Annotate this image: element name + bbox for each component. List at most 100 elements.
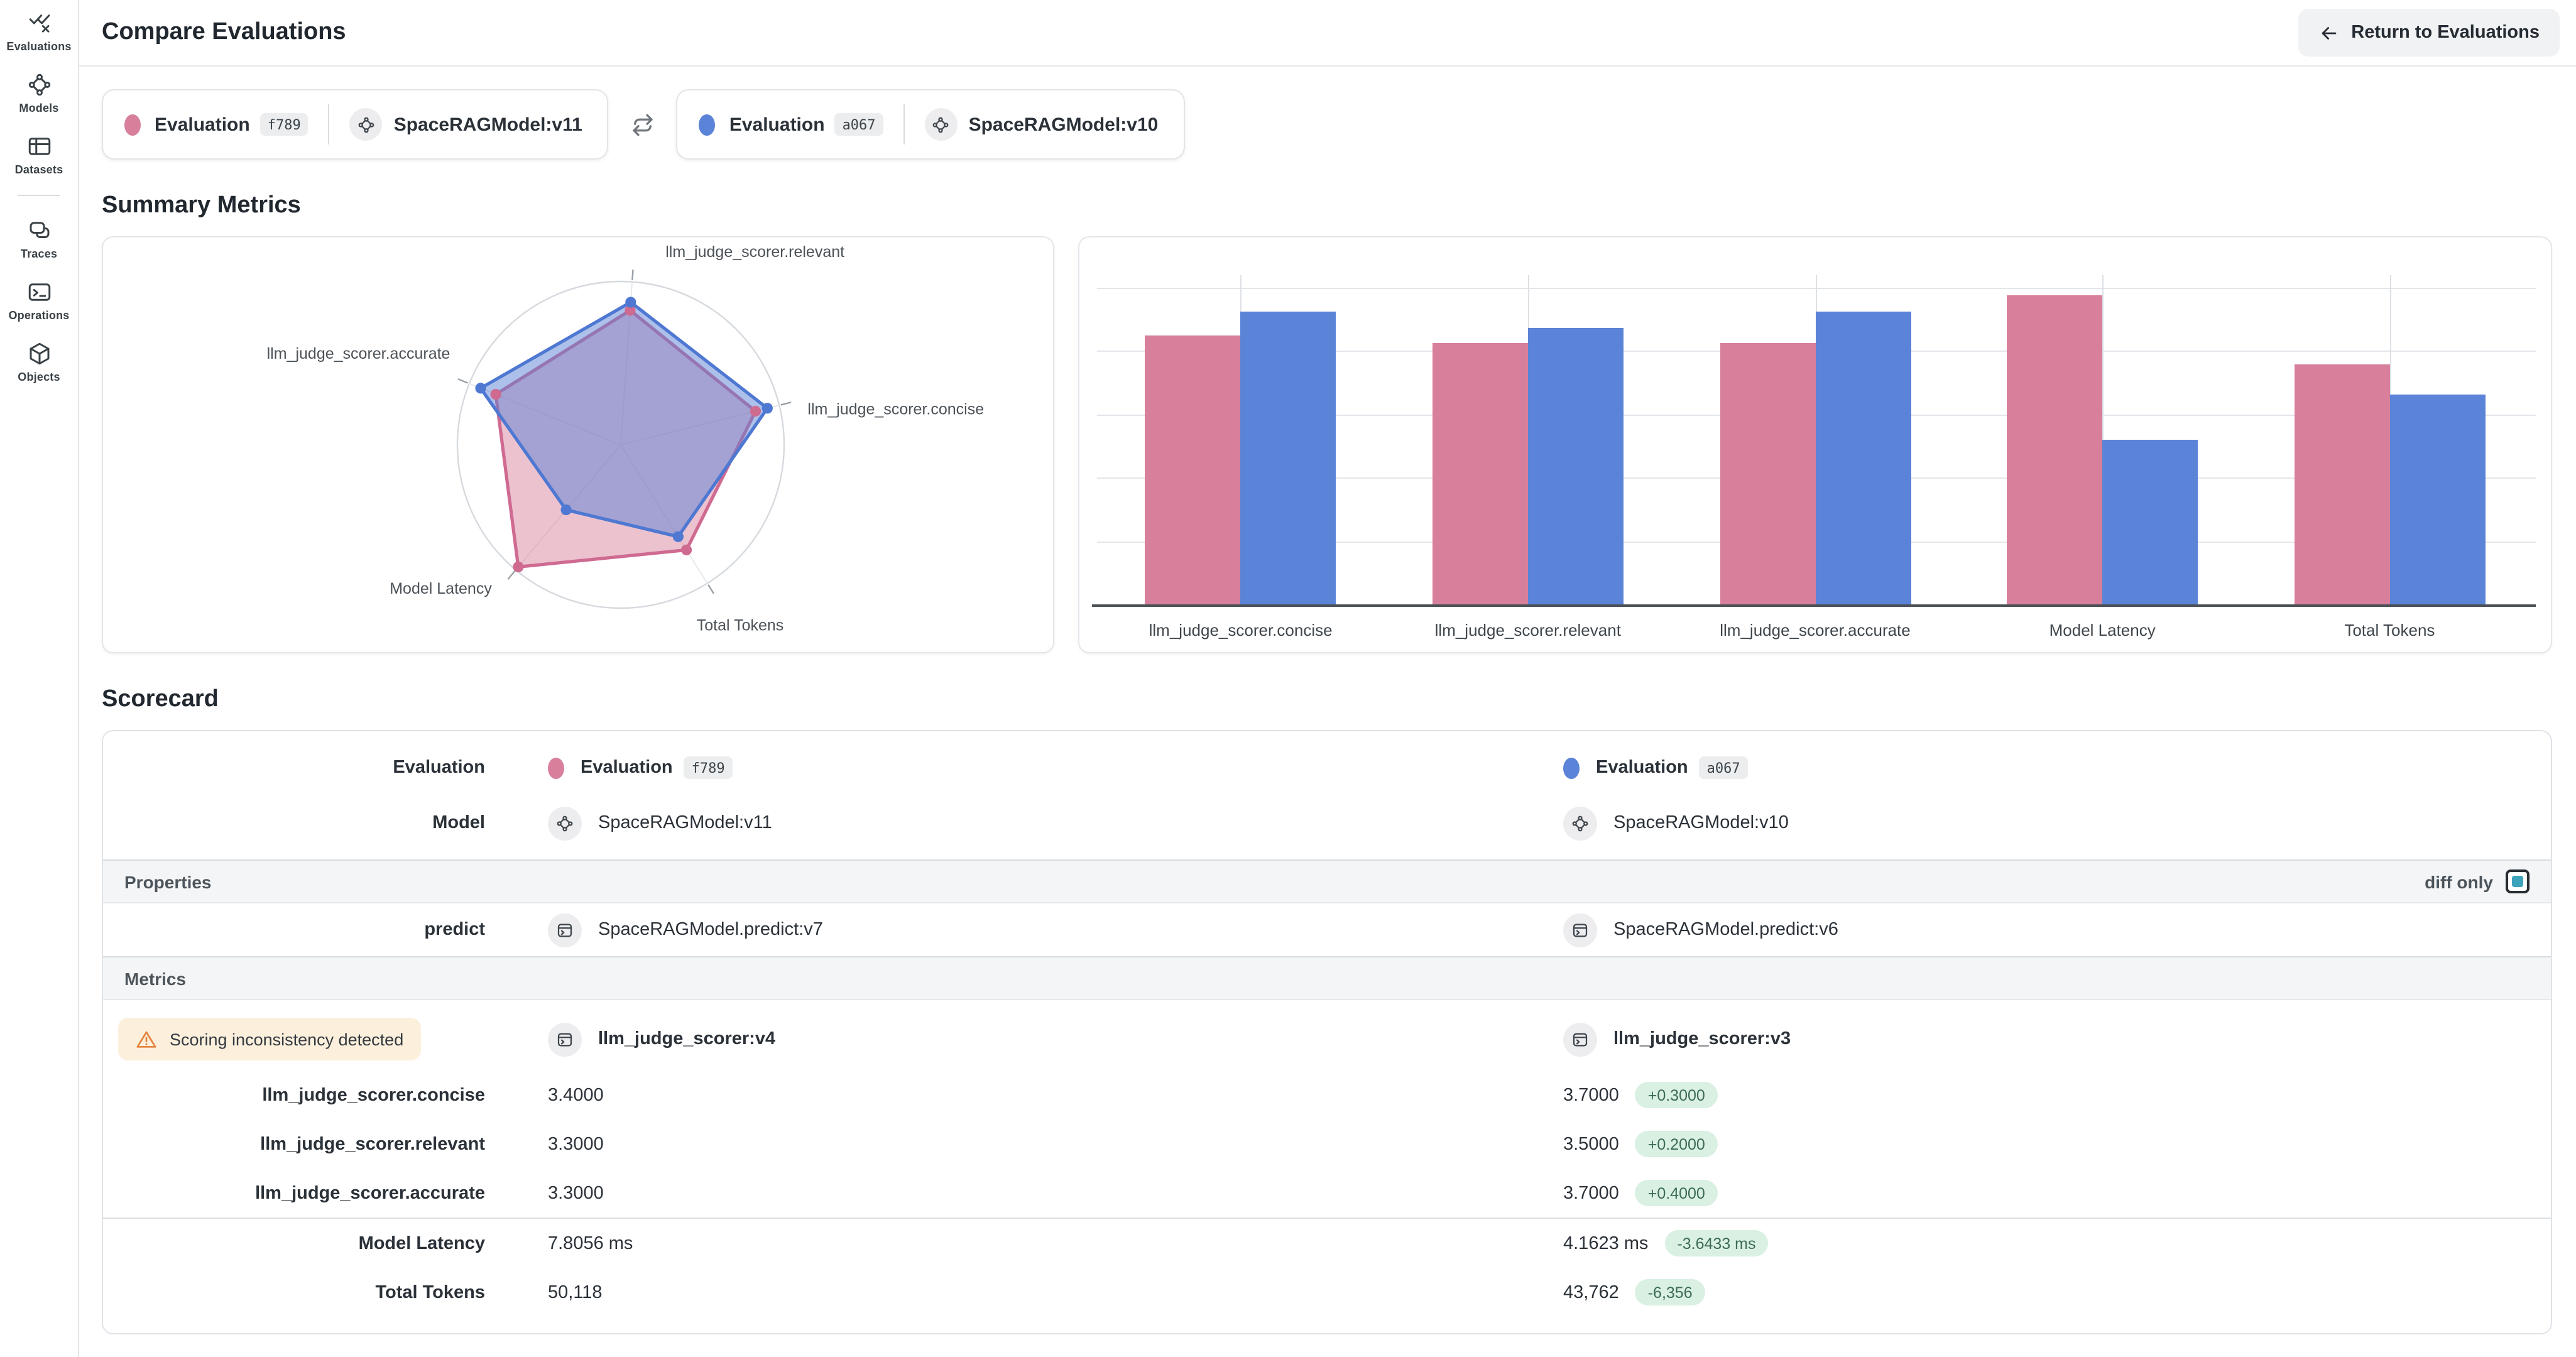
scoring-warning-cell: Scoring inconsistency detected: [103, 1018, 518, 1060]
scorecard-row-predict: predict SpaceRAGModel.predict:v7 SpaceRA…: [103, 903, 2551, 956]
model-cell-left[interactable]: SpaceRAGModel:v11: [518, 806, 1548, 840]
metric-name: llm_judge_scorer.relevant: [260, 1134, 485, 1154]
radar-axis-label: Total Tokens: [697, 617, 784, 635]
summary-metrics-heading: Summary Metrics: [102, 192, 301, 219]
scorecard-row-model: Model SpaceRAGModel:v11 SpaceRAGModel:v1…: [103, 795, 2551, 851]
metric-name: Total Tokens: [375, 1282, 485, 1302]
op-icon: [1563, 1022, 1597, 1056]
evaluation-pill-right[interactable]: Evaluation a067 SpaceRAGModel:v10: [676, 89, 1185, 160]
metric-name: llm_judge_scorer.concise: [262, 1085, 485, 1105]
metric-value-right: 3.7000 +0.3000: [1548, 1082, 2551, 1108]
objects-icon: [29, 342, 49, 365]
evaluation-color-dot-right: [1563, 757, 1580, 778]
swap-comparison-button[interactable]: [618, 99, 668, 150]
metric-diff-badge: -6,356: [1635, 1279, 1705, 1305]
page-title: Compare Evaluations: [102, 19, 346, 45]
evaluation-cell-right[interactable]: Evaluation a067: [1548, 756, 2551, 779]
radar-axis-label: Model Latency: [390, 580, 492, 597]
sidebar-divider: [18, 195, 60, 196]
sidebar-item-models[interactable]: Models: [0, 72, 78, 114]
evaluation-hash-badge: f789: [259, 113, 308, 136]
gridline: [1097, 288, 2536, 289]
radar-axis-label: llm_judge_scorer.accurate: [267, 345, 450, 362]
bar-category-label: llm_judge_scorer.concise: [1149, 621, 1333, 640]
model-icon: [1563, 806, 1597, 840]
bar-right-series[interactable]: [1815, 311, 1911, 604]
metric-value-left: 3.3000: [548, 1134, 604, 1154]
scorecard-heading: Scorecard: [102, 686, 219, 712]
metric-row: llm_judge_scorer.concise 3.4000 3.7000 +0.3…: [103, 1071, 2551, 1120]
scorer-op-cell-right[interactable]: llm_judge_scorer:v3: [1548, 1022, 2551, 1056]
evaluation-color-dot-left: [124, 114, 141, 135]
model-name: SpaceRAGModel:v10: [968, 114, 1159, 135]
bar-right-series[interactable]: [2102, 440, 2198, 604]
comparison-selector-row: Evaluation f789 SpaceRAGModel:v11 Evalua…: [102, 89, 2552, 160]
op-name: SpaceRAGModel.predict:v7: [598, 920, 823, 940]
evaluation-hash-badge: a067: [1699, 756, 1748, 779]
evaluations-icon: [28, 14, 50, 33]
sidebar-item-label: Datasets: [14, 163, 63, 176]
bar-chart-panel: llm_judge_scorer.concise llm_judge_scorer…: [1078, 236, 2552, 653]
return-to-evaluations-button[interactable]: Return to Evaluations: [2298, 9, 2560, 57]
arrow-left-icon: [2322, 26, 2337, 39]
evaluation-cell-left[interactable]: Evaluation f789: [518, 756, 1548, 779]
predict-op-cell-left[interactable]: SpaceRAGModel.predict:v7: [518, 913, 1548, 947]
bar-left-series[interactable]: [1432, 343, 1528, 604]
diff-only-checkbox[interactable]: [2506, 869, 2530, 893]
predict-op-cell-right[interactable]: SpaceRAGModel.predict:v6: [1548, 913, 2551, 947]
properties-section-header: Properties diff only: [103, 859, 2551, 903]
bar-chart: llm_judge_scorer.concise llm_judge_scorer…: [1079, 237, 2551, 652]
metric-value-left: 7.8056 ms: [548, 1233, 633, 1253]
metric-value-left: 3.3000: [548, 1183, 604, 1203]
return-button-label: Return to Evaluations: [2351, 23, 2540, 43]
sidebar-item-evaluations[interactable]: Evaluations: [0, 10, 78, 53]
model-name: SpaceRAGModel:v11: [393, 114, 582, 135]
diff-only-label: diff only: [2425, 871, 2493, 891]
bar-category-label: llm_judge_scorer.accurate: [1720, 621, 1911, 640]
metrics-title: Metrics: [124, 968, 187, 988]
scorecard-table: Evaluation Evaluation f789 Evaluation a0…: [102, 730, 2552, 1334]
metric-name: llm_judge_scorer.accurate: [255, 1183, 485, 1203]
scoring-inconsistency-warning: Scoring inconsistency detected: [118, 1018, 422, 1060]
sidebar-item-label: Evaluations: [6, 40, 72, 53]
traces-icon: [29, 222, 49, 238]
evaluation-pill-left[interactable]: Evaluation f789 SpaceRAGModel:v11: [102, 89, 609, 160]
bar-right-series[interactable]: [2389, 394, 2486, 604]
bar-left-series[interactable]: [2007, 295, 2103, 604]
evaluation-hash-badge: a067: [834, 113, 883, 136]
pill-divider: [903, 104, 905, 144]
scorer-op-cell-left[interactable]: llm_judge_scorer:v4: [518, 1022, 1548, 1056]
op-icon: [548, 1022, 582, 1056]
bar-left-series[interactable]: [1145, 335, 1241, 604]
metric-row: llm_judge_scorer.relevant 3.3000 3.5000 +0.…: [103, 1120, 2551, 1169]
metric-diff-badge: +0.3000: [1635, 1082, 1718, 1108]
row-label: Evaluation: [393, 758, 485, 778]
sidebar-item-traces[interactable]: Traces: [0, 217, 78, 260]
sidebar-item-objects[interactable]: Objects: [0, 341, 78, 383]
bar-category-label: llm_judge_scorer.relevant: [1434, 621, 1621, 640]
evaluation-color-dot-left: [548, 757, 564, 778]
metric-value-right: 3.7000 +0.4000: [1548, 1180, 2551, 1206]
x-axis-line: [1092, 604, 2536, 607]
datasets-icon: [28, 138, 50, 155]
checkbox-checked-fill: [2512, 876, 2523, 887]
bar-left-series[interactable]: [1720, 343, 1815, 604]
model-cell-right[interactable]: SpaceRAGModel:v10: [1548, 806, 2551, 840]
bar-right-series[interactable]: [1240, 311, 1336, 604]
sidebar: Evaluations Models Datasets Traces Operation…: [0, 0, 79, 1357]
sidebar-item-operations[interactable]: Operations: [0, 279, 78, 322]
bar-left-series[interactable]: [2294, 364, 2390, 604]
radar-axis-label: llm_judge_scorer.relevant: [665, 243, 844, 261]
warning-triangle-icon: [136, 1030, 156, 1047]
main-area: Compare Evaluations Return to Evaluation…: [78, 0, 2576, 1357]
metric-name: Model Latency: [358, 1233, 485, 1253]
pill-divider: [328, 104, 330, 144]
bar-right-series[interactable]: [1527, 327, 1624, 604]
row-label: Model: [432, 813, 485, 833]
metric-value-right: 3.5000 +0.2000: [1548, 1131, 2551, 1157]
op-name: llm_judge_scorer:v4: [598, 1029, 776, 1049]
metric-value-right: 4.1623 ms -3.6433 ms: [1548, 1230, 2551, 1256]
sidebar-item-datasets[interactable]: Datasets: [0, 133, 78, 176]
radar-chart: llm_judge_scorer.relevant llm_judge_score…: [267, 243, 984, 635]
metric-diff-badge: +0.4000: [1635, 1180, 1718, 1206]
